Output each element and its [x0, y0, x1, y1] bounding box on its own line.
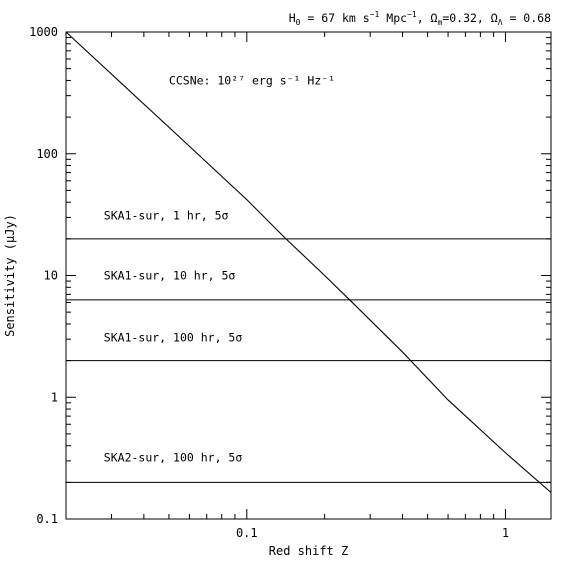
annotation-3: SKA1-sur, 100 hr, 5σ: [104, 330, 243, 344]
x-axis-title: Red shift Z: [269, 544, 348, 558]
ccsne-curve: [65, 31, 552, 493]
y-tick-label: 1000: [29, 25, 58, 39]
y-axis-title: Sensitivity (μJy): [3, 214, 17, 337]
series-group: [65, 31, 552, 493]
tick-labels: 0.1 1 0.1 1 10 100 1000: [29, 25, 509, 540]
annotation-0: CCSNe: 10²⁷ erg s⁻¹ Hz⁻¹: [169, 73, 335, 87]
y-tick-label: 1: [51, 390, 58, 404]
annotations: CCSNe: 10²⁷ erg s⁻¹ Hz⁻¹ SKA1-sur, 1 hr, …: [104, 73, 335, 464]
annotation-1: SKA1-sur, 1 hr, 5σ: [104, 209, 229, 223]
annotation-2: SKA1-sur, 10 hr, 5σ: [104, 269, 236, 283]
cosmology-header: H0 = 67 km s−1 Mpc−1, Ωm=0.32, ΩΛ = 0.68: [289, 10, 551, 27]
y-tick-label: 10: [44, 269, 58, 283]
x-tick-label: 1: [502, 526, 509, 540]
y-tick-label: 100: [36, 147, 58, 161]
y-tick-label: 0.1: [36, 512, 58, 526]
annotation-4: SKA2-sur, 100 hr, 5σ: [104, 450, 243, 464]
x-tick-label: 0.1: [236, 526, 258, 540]
axis-ticks: [65, 31, 551, 520]
